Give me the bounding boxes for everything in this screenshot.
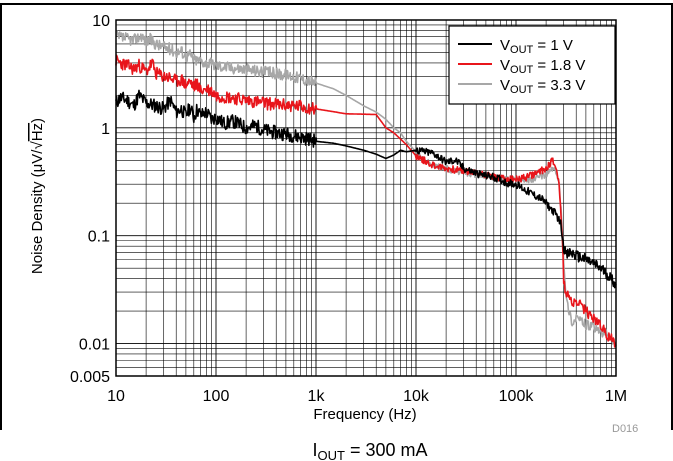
- x-tick-label: 10: [107, 388, 125, 405]
- x-axis-title: Frequency (Hz): [313, 406, 416, 423]
- x-tick-label: 10k: [403, 388, 430, 405]
- legend-label-1p8v-prefix: V: [500, 57, 510, 74]
- legend-label-1v-suffix: = 1 V: [533, 37, 573, 54]
- y-tick-label: 0.01: [79, 337, 110, 354]
- x-tick-labels: 10 100 1k 10k 100k 1M: [107, 388, 627, 405]
- figure-caption-sub: OUT: [318, 448, 346, 461]
- plot-frame: [115, 19, 617, 377]
- legend-label-3p3v-prefix: V: [500, 77, 510, 94]
- legend-label-1v: VOUT = 1 V: [500, 37, 573, 56]
- figure-code: D016: [612, 423, 638, 435]
- legend-label-1v-sub: OUT: [510, 44, 534, 56]
- legend-label-3p3v-suffix: = 3.3 V: [533, 77, 585, 94]
- series-lines: [115, 30, 617, 348]
- y-tick-label: 10: [92, 13, 110, 30]
- x-tick-label: 100: [203, 388, 230, 405]
- y-axis-title-hz: Hz: [29, 123, 46, 141]
- figure-caption-prefix: I: [312, 440, 317, 460]
- y-axis-title-main: Noise Density (: [29, 172, 46, 274]
- figure-caption: IOUT = 300 mA: [312, 440, 427, 461]
- y-axis-title: Noise Density (μV/√Hz): [29, 118, 46, 274]
- legend-label-1p8v-suffix: = 1.8 V: [533, 57, 585, 74]
- y-axis-title-radical: √: [29, 141, 46, 150]
- y-axis-title-mu: μ: [29, 164, 46, 173]
- legend-label-1v-prefix: V: [500, 37, 510, 54]
- y-tick-labels: 10 1 0.1 0.01 0.005: [70, 13, 110, 386]
- legend-label-3p3v-sub: OUT: [510, 84, 534, 96]
- y-tick-label: 0.1: [88, 229, 110, 246]
- series-line-1: [115, 54, 617, 348]
- series-line-0: [115, 89, 617, 289]
- legend-label-3p3v: VOUT = 3.3 V: [500, 77, 585, 96]
- x-tick-label: 100k: [499, 388, 535, 405]
- figure-caption-suffix: = 300 mA: [345, 440, 428, 460]
- legend: VOUT = 1 V VOUT = 1.8 V VOUT = 3.3 V: [448, 25, 616, 105]
- legend-label-1p8v: VOUT = 1.8 V: [500, 57, 585, 76]
- y-axis-title-close: ): [29, 118, 46, 123]
- series-line-2: [115, 30, 617, 347]
- x-tick-label: 1M: [605, 388, 627, 405]
- x-tick-label: 1k: [308, 388, 326, 405]
- y-tick-label: 1: [101, 121, 110, 138]
- legend-label-1p8v-sub: OUT: [510, 64, 534, 76]
- y-axis-title-unit: V/: [29, 149, 46, 164]
- y-tick-label: 0.005: [70, 369, 110, 386]
